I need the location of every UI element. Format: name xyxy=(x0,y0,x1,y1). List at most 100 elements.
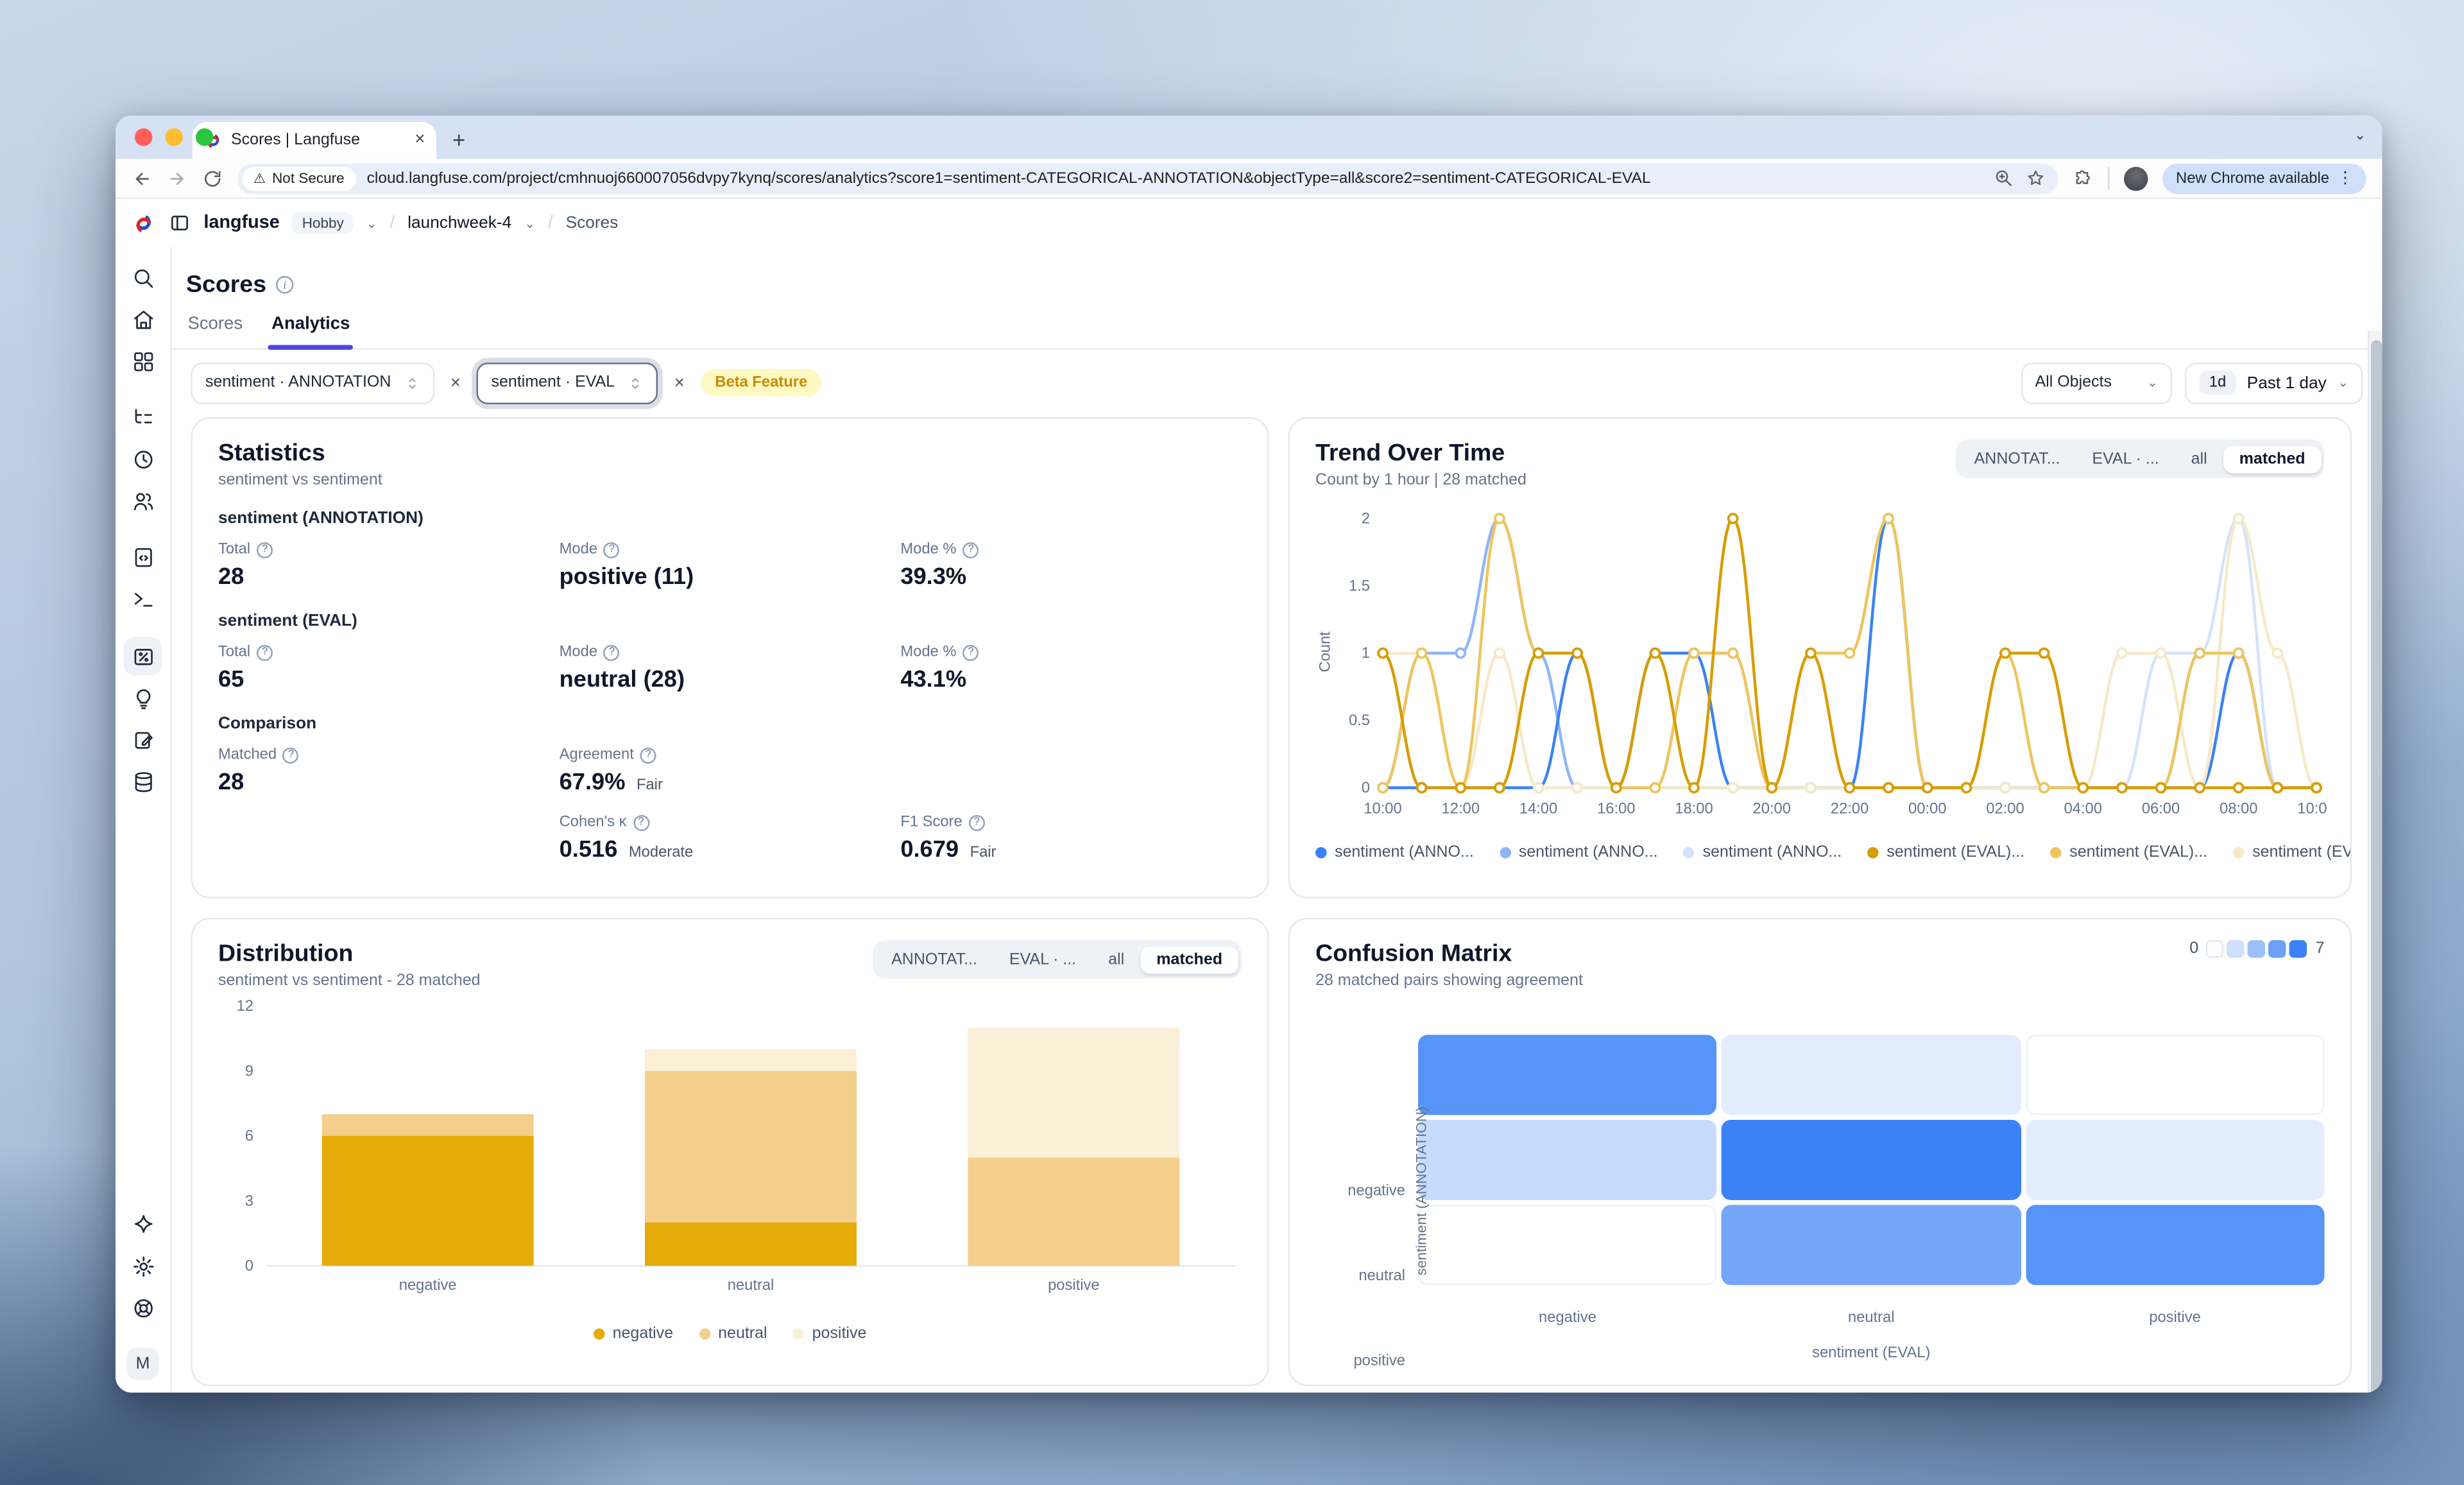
distribution-toggle-option[interactable]: all xyxy=(1108,950,1125,968)
score2-select[interactable]: sentiment · EVAL xyxy=(477,361,658,404)
browser-tab[interactable]: Scores | Langfuse × xyxy=(193,122,436,159)
trend-toggle-option[interactable]: matched xyxy=(2223,445,2322,473)
trend-view-toggle: ANNOTAT... EVAL · ... all matched xyxy=(1955,440,2325,478)
trend-toggle-option[interactable]: EVAL · ... xyxy=(2092,450,2159,468)
sidebar-item-prompts[interactable] xyxy=(131,545,155,587)
time-range-select[interactable]: 1d Past 1 day ⌄ xyxy=(2185,361,2363,404)
time-range-value: Past 1 day xyxy=(2246,373,2327,393)
confusion-card: Confusion Matrix 28 matched pairs showin… xyxy=(1288,918,2352,1386)
chrome-update-pill[interactable]: New Chrome available ⋮ xyxy=(2163,162,2366,194)
svg-text:positive: positive xyxy=(1048,1276,1100,1294)
distribution-title: Distribution xyxy=(218,940,354,968)
sidebar-item-home[interactable] xyxy=(131,308,155,350)
tab-scores[interactable]: Scores xyxy=(187,314,243,334)
confusion-cell xyxy=(2025,1120,2325,1200)
site-security-chip[interactable]: ⚠ Not Secure xyxy=(242,166,356,191)
svg-text:negative: negative xyxy=(399,1276,457,1294)
sidebar-item-annotation[interactable] xyxy=(131,728,155,770)
sidebar-item-playground[interactable] xyxy=(131,587,155,629)
help-icon[interactable]: ? xyxy=(257,644,273,660)
back-icon[interactable] xyxy=(132,167,153,189)
tab-analytics[interactable]: Analytics xyxy=(268,314,354,350)
help-icon[interactable]: ? xyxy=(604,644,620,660)
help-icon[interactable]: ? xyxy=(963,541,979,558)
help-icon[interactable]: ? xyxy=(968,814,985,830)
forward-icon[interactable] xyxy=(167,167,188,189)
scale-square xyxy=(2248,940,2266,958)
scores-icon xyxy=(133,648,152,665)
help-icon[interactable]: ? xyxy=(283,746,300,763)
stat-agreement: Agreement? 67.9% Fair xyxy=(559,746,663,796)
sessions-icon xyxy=(133,451,152,469)
object-type-select[interactable]: All Objects ⌄ xyxy=(2020,361,2173,404)
legend-dot-icon xyxy=(792,1328,805,1340)
sidebar-item-datasets[interactable] xyxy=(131,770,155,812)
zoom-icon[interactable] xyxy=(1995,169,2014,188)
breadcrumb-separator: / xyxy=(547,213,553,233)
legend-dot-icon xyxy=(2233,847,2245,859)
sidebar-item-users[interactable] xyxy=(131,490,155,531)
maximize-window-button[interactable] xyxy=(196,128,214,146)
help-icon[interactable]: ? xyxy=(963,644,979,660)
bookmark-star-icon[interactable] xyxy=(2027,169,2046,188)
sidebar-item-tracing[interactable] xyxy=(131,406,155,448)
annotation-icon xyxy=(134,732,152,749)
tab-search-icon[interactable]: ⌄ xyxy=(2354,126,2366,143)
reload-icon[interactable] xyxy=(202,167,223,189)
sidebar-toggle-icon[interactable] xyxy=(169,212,191,234)
help-icon[interactable]: ? xyxy=(640,746,656,763)
sidebar-item-dashboards[interactable] xyxy=(131,350,155,391)
remove-score1-button[interactable]: × xyxy=(450,373,461,393)
user-avatar[interactable]: M xyxy=(126,1348,159,1380)
distribution-toggle-option[interactable]: matched xyxy=(1140,945,1238,974)
org-name[interactable]: langfuse xyxy=(203,213,280,233)
remove-score2-button[interactable]: × xyxy=(674,373,685,393)
sidebar-item-support[interactable] xyxy=(131,1296,155,1338)
page-scrollbar[interactable] xyxy=(2368,330,2383,1393)
sidebar-item-scores[interactable] xyxy=(123,637,162,676)
svg-text:18:00: 18:00 xyxy=(1675,800,1713,818)
help-icon[interactable]: ? xyxy=(604,541,620,558)
browser-menu-icon[interactable]: ⋮ xyxy=(2337,169,2354,187)
legend-dot-icon xyxy=(1499,847,1511,859)
score1-select[interactable]: sentiment · ANNOTATION xyxy=(191,361,434,404)
trend-toggle-option[interactable]: ANNOTAT... xyxy=(1974,450,2060,468)
scale-square xyxy=(2269,940,2287,958)
scrollbar-thumb[interactable] xyxy=(2371,340,2383,1393)
trend-toggle-option[interactable]: all xyxy=(2191,450,2207,468)
info-icon[interactable]: i xyxy=(276,276,294,294)
confusion-y-axis-label: sentiment (ANNOTATION) xyxy=(1413,1106,1430,1276)
close-window-button[interactable] xyxy=(135,128,153,146)
help-icon[interactable]: ? xyxy=(257,541,273,558)
sidebar-item-search[interactable] xyxy=(131,266,155,308)
langfuse-logo xyxy=(135,214,151,232)
sidebar-item-ask-ai[interactable] xyxy=(131,1213,155,1255)
svg-text:0.5: 0.5 xyxy=(1349,712,1370,729)
distribution-toggle-option[interactable]: EVAL · ... xyxy=(1009,950,1077,968)
help-icon[interactable]: ? xyxy=(633,814,649,830)
org-chevron-icon[interactable]: ⌄ xyxy=(366,216,377,230)
profile-avatar[interactable] xyxy=(2125,166,2149,191)
sidebar-item-sessions[interactable] xyxy=(131,448,155,490)
distribution-toggle-option[interactable]: ANNOTAT... xyxy=(891,950,977,968)
sidebar-item-evaluators[interactable] xyxy=(131,687,155,728)
sidebar-item-settings[interactable] xyxy=(131,1255,155,1296)
minimize-window-button[interactable] xyxy=(165,128,183,146)
close-tab-icon[interactable]: × xyxy=(415,130,425,150)
svg-text:Count: Count xyxy=(1317,631,1334,673)
legend-item: sentiment (EVAL)... xyxy=(2233,844,2350,862)
new-tab-button[interactable]: + xyxy=(452,126,466,153)
home-icon xyxy=(133,311,153,329)
window-controls[interactable] xyxy=(135,128,214,146)
extensions-icon[interactable] xyxy=(2073,167,2094,189)
address-bar[interactable]: ⚠ Not Secure cloud.langfuse.com/project/… xyxy=(237,162,2059,194)
breadcrumb-project[interactable]: launchweek-4 xyxy=(407,213,512,233)
plan-badge: Hobby xyxy=(292,212,354,234)
stat-total-annotation: Total? 28 xyxy=(218,541,560,590)
project-chevron-icon[interactable]: ⌄ xyxy=(524,216,535,230)
svg-text:04:00: 04:00 xyxy=(2064,800,2102,818)
svg-text:2: 2 xyxy=(1362,510,1370,527)
trend-legend: sentiment (ANNO... sentiment (ANNO... sent… xyxy=(1315,844,2350,862)
breadcrumb-separator: / xyxy=(389,213,395,233)
